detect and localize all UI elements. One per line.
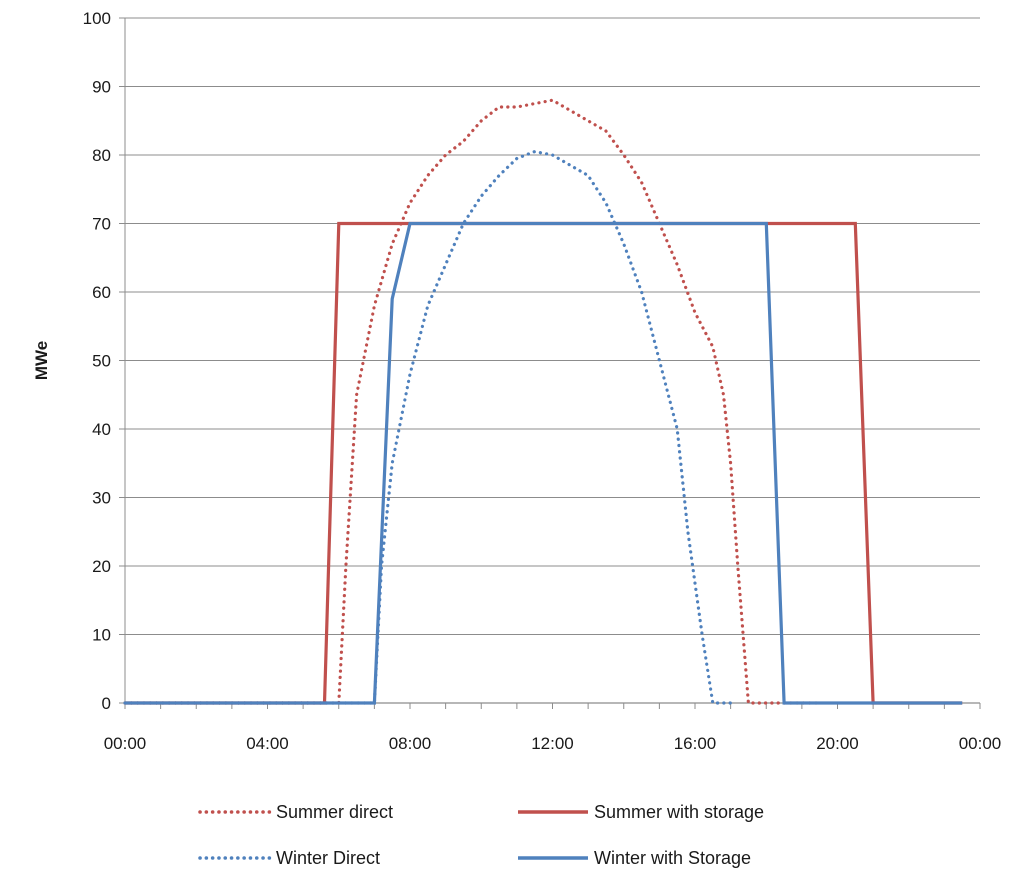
x-tick-label: 08:00 (389, 734, 432, 753)
legend: Summer direct Summer with storage Winter D… (198, 802, 764, 868)
y-tick-label: 50 (92, 352, 111, 371)
y-tick-label: 40 (92, 420, 111, 439)
y-tick-label: 0 (102, 694, 111, 713)
x-tick-label: 04:00 (246, 734, 289, 753)
y-tick-label: 100 (83, 9, 111, 28)
y-axis-title: MWe (32, 341, 51, 380)
series-line-summer-with-storage (125, 221, 963, 705)
y-tick-label: 60 (92, 283, 111, 302)
y-tick-label: 70 (92, 215, 111, 234)
x-tick-label: 00:00 (959, 734, 1002, 753)
y-tick-label: 90 (92, 78, 111, 97)
series-line-winter-direct (123, 150, 733, 705)
series-line-winter-with-storage (125, 221, 963, 705)
y-tick-label: 80 (92, 146, 111, 165)
x-tick-label: 20:00 (816, 734, 859, 753)
x-tick-label: 16:00 (674, 734, 717, 753)
gridlines (125, 17, 980, 635)
series-lines (123, 98, 963, 705)
series-line-summer-direct (123, 98, 822, 705)
x-tick-label: 00:00 (104, 734, 147, 753)
y-tick-label: 20 (92, 557, 111, 576)
x-tick-labels: 00:00 04:00 08:00 12:00 16:00 20:00 00:00 (104, 734, 1002, 753)
y-tick-label: 30 (92, 489, 111, 508)
legend-label: Winter with Storage (594, 848, 751, 868)
axes (119, 17, 981, 709)
y-tick-labels: 0 10 20 30 40 50 60 70 80 90 100 (83, 9, 111, 713)
legend-label: Summer direct (276, 802, 393, 822)
legend-label: Winter Direct (276, 848, 380, 868)
y-tick-label: 10 (92, 626, 111, 645)
legend-label: Summer with storage (594, 802, 764, 822)
x-tick-label: 12:00 (531, 734, 574, 753)
